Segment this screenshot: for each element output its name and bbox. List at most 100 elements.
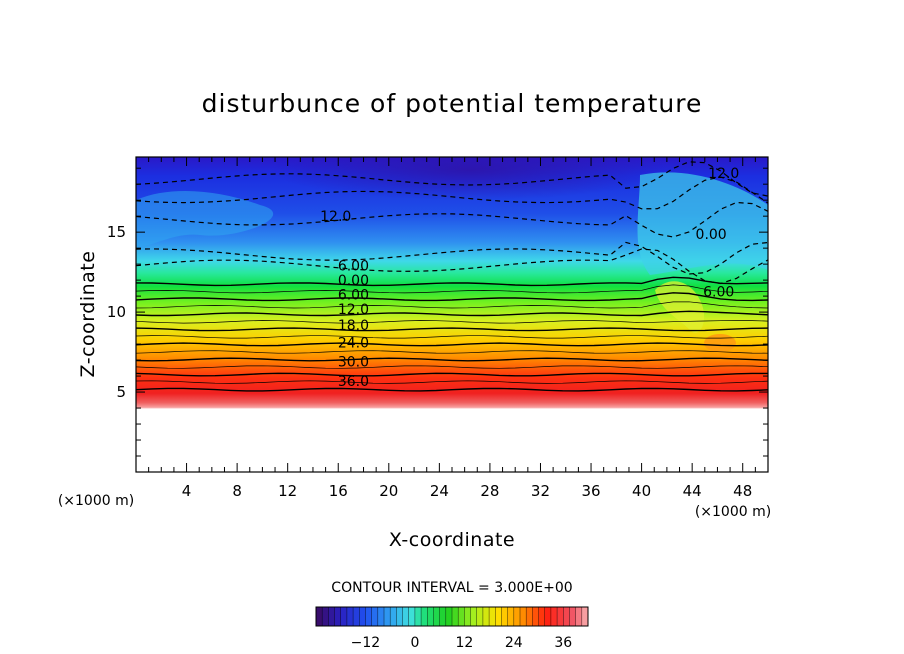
z-axis-unit: (×1000 m)	[58, 493, 134, 509]
colorbar-swatch	[526, 607, 533, 626]
colorbar-swatch	[538, 607, 546, 626]
negative-contour-line	[136, 161, 768, 197]
contour-label: 6.00	[703, 284, 734, 300]
colorbar-swatch	[402, 607, 410, 626]
contour-label: 6.00	[338, 288, 369, 304]
x-tick-label: 36	[581, 482, 600, 500]
contour-line	[136, 310, 768, 317]
colorbar-tick-label: 24	[505, 635, 523, 651]
colorbar-swatch	[532, 607, 539, 626]
colorbar-swatch	[353, 607, 360, 626]
colorbar-swatch	[445, 607, 453, 626]
contour-line	[136, 301, 768, 309]
contour-label: 0.00	[338, 273, 369, 289]
x-tick-label: 24	[430, 482, 449, 500]
colorbar-swatch	[377, 607, 385, 626]
x-axis-label: X-coordinate	[389, 529, 515, 551]
colorbar-tick-label: 36	[554, 635, 572, 651]
colorbar-swatch	[414, 607, 422, 626]
colorbar-swatch	[427, 607, 434, 626]
contour-label: 18.0	[338, 318, 369, 334]
colorbar-swatch	[557, 607, 564, 626]
x-tick-label: 4	[182, 482, 192, 500]
x-tick-label: 16	[329, 482, 348, 500]
colorbar-swatch	[384, 607, 391, 626]
colorbar-swatch	[421, 607, 428, 626]
colorbar-swatch	[464, 607, 471, 626]
colorbar-swatch	[328, 607, 335, 626]
contour-line	[136, 380, 768, 384]
contour-line	[136, 372, 768, 377]
contour-line	[136, 284, 768, 294]
colorbar-swatch	[482, 607, 490, 626]
contour-interval-label: CONTOUR INTERVAL = 3.000E+00	[331, 580, 572, 596]
contour-label: 12.0	[338, 302, 369, 318]
colorbar-swatch	[550, 607, 558, 626]
contour-line	[136, 365, 768, 369]
colorbar-swatch	[495, 607, 502, 626]
x-axis: 4 8 12 16 20 24 28 32 36 40 44 48	[148, 157, 756, 500]
colorbar: −12 0 12 24 36	[315, 606, 589, 651]
colorbar-swatch	[452, 607, 459, 626]
contour-label: 6.00	[338, 259, 369, 275]
y-axis: 5 10 15	[107, 167, 768, 457]
colorbar-swatch	[371, 607, 379, 626]
y-tick-label: 5	[116, 383, 126, 401]
colorbar-swatch	[569, 607, 576, 626]
x-axis-unit: (×1000 m)	[695, 504, 771, 520]
contour-label: 12.0	[320, 209, 351, 225]
plot-area: 12.012.00.006.000.006.00 6.0012.018.024.0…	[136, 157, 768, 472]
colorbar-swatch	[390, 607, 397, 626]
contour-label: 36.0	[338, 374, 369, 390]
colorbar-swatch	[316, 607, 323, 626]
colorbar-swatch	[476, 607, 484, 626]
colorbar-swatch	[470, 607, 478, 626]
x-tick-label: 20	[379, 482, 398, 500]
contour-label: 24.0	[338, 335, 369, 351]
x-tick-label: 44	[683, 482, 702, 500]
negative-contour-line	[136, 248, 768, 285]
contour-line	[136, 320, 768, 324]
colorbar-swatch	[433, 607, 440, 626]
contour-lines	[136, 161, 768, 392]
contour-label: 12.0	[708, 166, 739, 182]
x-tick-label: 32	[531, 482, 550, 500]
negative-contour-line	[136, 176, 768, 210]
colorbar-tick-label: −12	[351, 635, 381, 651]
colorbar-swatch	[439, 607, 447, 626]
y-tick-label: 15	[107, 223, 126, 241]
contour-line	[136, 292, 768, 302]
x-tick-label: 12	[278, 482, 297, 500]
upper-left-disturbance	[136, 190, 274, 246]
colorbar-swatch	[346, 607, 354, 626]
x-tick-label: 8	[232, 482, 242, 500]
right-warm-bubble	[704, 334, 736, 352]
colorbar-tick-label: 0	[410, 635, 419, 651]
y-axis-label: Z-coordinate	[77, 251, 99, 378]
colorbar-swatch	[458, 607, 465, 626]
contour-line	[136, 342, 768, 347]
colorbar-tick-label: 12	[455, 635, 473, 651]
upper-cold-core	[270, 157, 670, 200]
contour-line	[136, 335, 768, 339]
colorbar-swatch	[359, 607, 366, 626]
colorbar-swatch	[340, 607, 348, 626]
contour-line	[136, 387, 768, 392]
colorbar-swatch	[396, 607, 403, 626]
colorbar-swatch	[501, 607, 508, 626]
colorbar-swatch	[507, 607, 515, 626]
contour-label: 0.00	[696, 227, 727, 243]
colorbar-swatch	[575, 607, 583, 626]
x-tick-label: 40	[632, 482, 651, 500]
negative-contour-line	[136, 241, 768, 275]
contour-line	[136, 276, 768, 287]
x-tick-label: 48	[733, 482, 752, 500]
colorbar-swatch	[334, 607, 342, 626]
colorbar-swatch	[581, 607, 589, 626]
chart-title: disturbunce of potential temperature	[202, 89, 703, 118]
x-tick-label: 28	[480, 482, 499, 500]
colorbar-swatch	[513, 607, 521, 626]
colorbar-swatch	[365, 607, 372, 626]
colorbar-swatch	[322, 607, 329, 626]
